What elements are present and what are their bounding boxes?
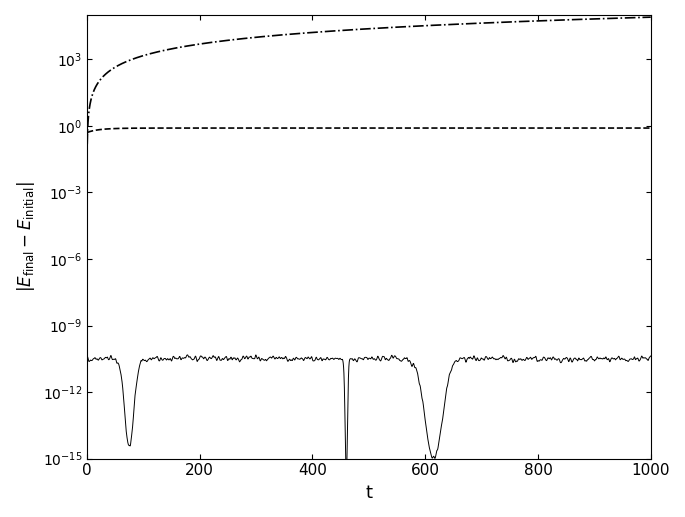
Y-axis label: $|E_{\rm final}-E_{\rm initial}|$: $|E_{\rm final}-E_{\rm initial}|$	[15, 181, 37, 292]
X-axis label: t: t	[365, 484, 373, 502]
